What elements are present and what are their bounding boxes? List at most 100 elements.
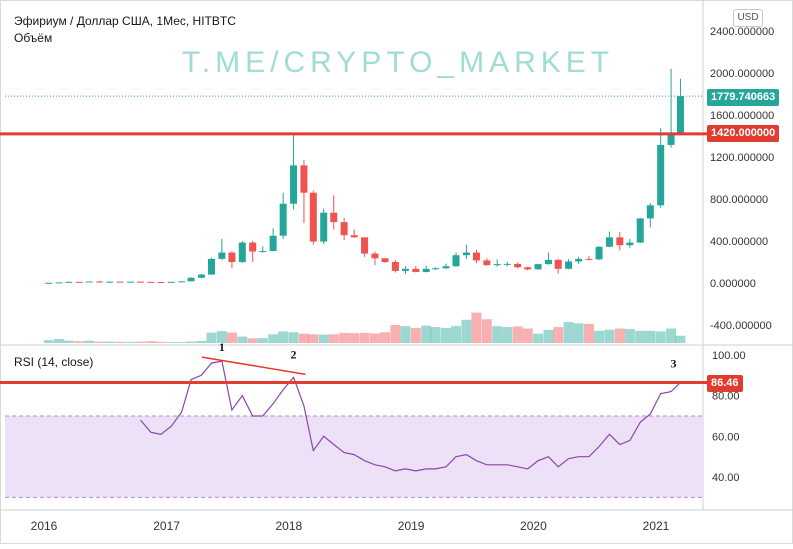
volume-bar — [624, 329, 635, 343]
volume-bar — [176, 342, 187, 343]
candle-body — [178, 281, 186, 283]
volume-bar — [308, 334, 319, 343]
rsi-annotation-label: 2 — [291, 347, 297, 361]
volume-bar — [553, 327, 564, 343]
candle-body — [452, 255, 460, 267]
volume-bar — [84, 340, 95, 343]
candle-body — [595, 246, 603, 260]
volume-bar — [481, 319, 492, 343]
rsi-tick-label: 100.00 — [712, 350, 746, 362]
divergence-trendline — [201, 356, 306, 376]
candle-body — [300, 165, 308, 193]
candle-body — [667, 133, 675, 145]
candle-body — [646, 205, 654, 219]
candle-body — [279, 203, 287, 236]
candle-body — [391, 262, 399, 271]
volume-bar — [512, 326, 523, 343]
volume-bar — [604, 329, 615, 343]
candle-body — [167, 281, 175, 283]
candle-body — [524, 267, 532, 270]
candle-body — [96, 281, 104, 283]
volume-bar — [186, 341, 197, 343]
candle-body — [187, 277, 195, 282]
candle-body — [605, 237, 613, 247]
candle-body — [126, 281, 134, 283]
candle-body — [157, 282, 165, 284]
volume-bar — [430, 327, 441, 343]
volume-bar — [43, 340, 54, 343]
volume-bar — [400, 326, 411, 343]
volume-bar — [166, 342, 177, 343]
volume-bar — [318, 334, 329, 343]
candle-body — [207, 258, 215, 275]
candle-body — [503, 263, 511, 265]
volume-bar — [349, 333, 360, 343]
volume-bar — [206, 332, 217, 343]
volume-bar — [380, 332, 391, 343]
volume-bar — [298, 333, 309, 343]
symbol-title: Эфириум / Доллар США, 1Мес, HITBTC — [14, 14, 236, 28]
candle-body — [371, 253, 379, 259]
volume-bar — [369, 333, 380, 343]
volume-bar — [645, 330, 656, 343]
price-tick-label: 1600.000000 — [710, 110, 774, 122]
candle-body — [147, 281, 155, 283]
time-axis-label: 2017 — [153, 519, 180, 533]
volume-bar — [522, 328, 533, 343]
volume-bar — [573, 323, 584, 343]
volume-bar — [451, 326, 462, 343]
time-axis-label: 2021 — [643, 519, 670, 533]
candle-body — [228, 252, 236, 262]
price-tick-label: -400.000000 — [710, 320, 772, 332]
volume-bar — [471, 312, 482, 343]
candle-body — [320, 212, 328, 242]
current-price-tag: 1779.740663 — [707, 89, 780, 106]
volume-bar — [115, 341, 126, 343]
volume-bar — [155, 341, 166, 343]
price-tick-label: 1200.000000 — [710, 152, 774, 164]
volume-bar — [268, 334, 279, 343]
volume-bar — [421, 325, 432, 343]
volume-bar — [63, 340, 74, 343]
candle-body — [483, 260, 491, 266]
volume-bar — [328, 334, 339, 343]
candle-body — [462, 252, 470, 256]
volume-bar — [125, 341, 136, 343]
volume-bar — [288, 332, 299, 343]
candle-body — [401, 268, 409, 271]
volume-bar — [54, 338, 65, 343]
volume-bar — [635, 330, 646, 343]
volume-bar — [359, 332, 370, 343]
candle-body — [136, 281, 144, 283]
candle-body — [565, 261, 573, 269]
volume-bar — [339, 332, 350, 343]
candle-body — [330, 212, 338, 223]
candle-body — [340, 222, 348, 236]
watermark: T.ME/CRYPTO_MARKET — [182, 46, 614, 79]
volume-bar — [492, 326, 503, 343]
volume-bar — [502, 327, 513, 343]
candle-body — [238, 242, 246, 262]
volume-bar — [614, 328, 625, 343]
rsi-annotation-label: 3 — [670, 357, 676, 371]
candle-body — [422, 268, 430, 272]
candle-body — [85, 281, 93, 283]
candle-body — [75, 281, 83, 283]
volume-bar — [594, 330, 605, 343]
candle-body — [544, 259, 552, 265]
volume-bar — [278, 331, 289, 343]
candle-body — [45, 282, 53, 284]
rsi-tick-label: 40.00 — [712, 472, 740, 484]
volume-bar — [104, 341, 115, 343]
volume-bar — [584, 323, 595, 343]
candle-body — [290, 165, 298, 204]
candle-body — [269, 235, 277, 251]
volume-bar — [247, 338, 258, 343]
volume-bar — [461, 319, 472, 343]
candle-body — [575, 258, 583, 262]
volume-bar — [216, 331, 227, 343]
candle-body — [514, 263, 522, 268]
currency-button[interactable]: USD — [733, 9, 763, 27]
time-axis-label: 2018 — [276, 519, 303, 533]
price-tick-label: 800.000000 — [710, 194, 768, 206]
